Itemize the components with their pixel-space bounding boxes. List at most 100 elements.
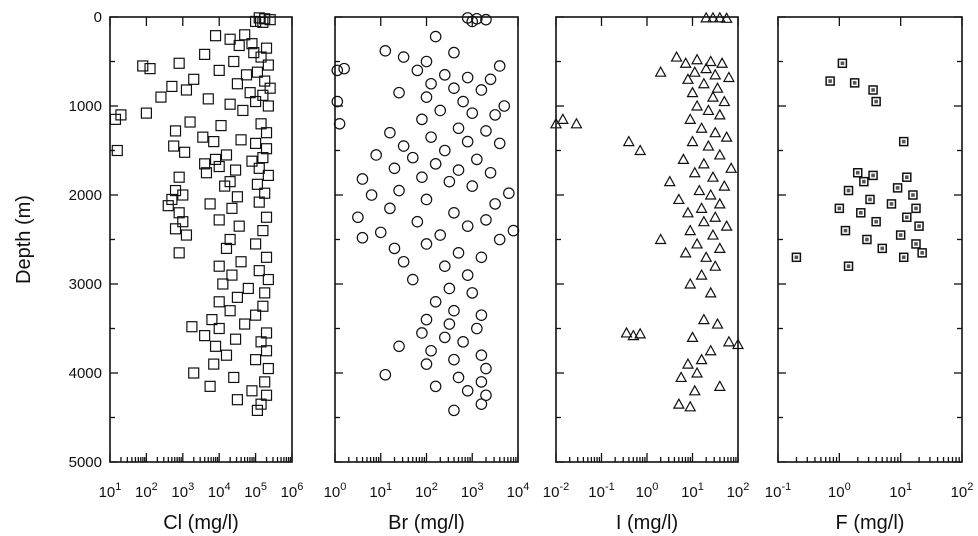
- data-point: [825, 76, 835, 86]
- data-point: [429, 30, 442, 43]
- y-tick-label: 3000: [69, 276, 102, 293]
- x-tick-label-base: 10: [281, 484, 298, 501]
- x-tick-label: 104: [208, 481, 231, 501]
- data-point: [713, 11, 726, 23]
- data-point: [246, 155, 258, 167]
- data-point: [388, 242, 401, 255]
- data-point: [253, 265, 265, 277]
- x-tick-label-exponent: 1: [115, 481, 121, 493]
- data-point: [471, 153, 483, 166]
- data-point: [257, 152, 269, 164]
- data-point-dot: [846, 188, 851, 193]
- data-point: [466, 180, 479, 192]
- data-point: [461, 269, 474, 281]
- data-point: [213, 214, 225, 226]
- data-point: [871, 96, 881, 107]
- data-point: [365, 189, 378, 201]
- data-point: [233, 220, 245, 232]
- x-tick-label-base: 10: [507, 484, 524, 501]
- data-point: [917, 248, 927, 258]
- data-point: [333, 118, 346, 130]
- data-point: [393, 340, 405, 353]
- data-point: [503, 187, 515, 200]
- data-point: [843, 185, 854, 196]
- data-point: [177, 216, 189, 228]
- data-point: [260, 345, 273, 357]
- data-point: [379, 45, 392, 57]
- data-point: [213, 160, 225, 173]
- data-point: [902, 212, 912, 222]
- data-point: [718, 179, 731, 191]
- x-tick-label: 10-1: [765, 481, 791, 501]
- data-points-i: [549, 11, 745, 412]
- x-tick-label-base: 10: [828, 484, 845, 501]
- data-point: [253, 162, 265, 174]
- data-point: [702, 104, 715, 116]
- data-point: [471, 322, 483, 335]
- data-point-dot: [828, 79, 832, 83]
- data-point: [716, 57, 729, 68]
- data-point: [240, 69, 253, 81]
- data-point: [791, 252, 802, 263]
- data-point: [849, 78, 860, 88]
- data-point: [620, 326, 633, 338]
- data-point: [264, 82, 276, 94]
- data-point: [228, 55, 240, 68]
- data-point: [911, 203, 921, 214]
- data-point: [852, 168, 863, 178]
- data-point: [654, 233, 667, 245]
- data-point: [706, 11, 719, 23]
- data-point: [242, 282, 254, 295]
- data-point-dot: [905, 175, 909, 179]
- data-point: [253, 196, 265, 208]
- data-point: [493, 137, 506, 150]
- data-point-dot: [846, 264, 851, 268]
- data-point: [438, 144, 451, 157]
- data-point-dot: [862, 179, 866, 184]
- data-point: [457, 336, 469, 348]
- data-point-dot: [901, 139, 906, 144]
- data-point: [684, 224, 697, 236]
- data-point: [713, 197, 726, 209]
- data-point: [691, 99, 704, 111]
- data-point: [475, 84, 488, 96]
- x-tick-label: 102: [135, 481, 158, 501]
- x-tick-label: 101: [369, 481, 392, 501]
- data-point: [452, 371, 465, 384]
- data-point: [109, 113, 122, 125]
- data-point: [654, 65, 667, 77]
- x-tick-label-exponent: 0: [845, 481, 851, 493]
- data-point: [475, 309, 488, 321]
- x-tick-label-exponent: 4: [523, 481, 529, 493]
- x-tick-label-exponent: 5: [261, 481, 267, 493]
- data-point: [168, 140, 180, 152]
- data-point: [475, 251, 488, 264]
- data-point: [466, 107, 479, 119]
- data-point-dot: [843, 228, 848, 233]
- data-point: [180, 229, 193, 241]
- data-point: [137, 60, 149, 72]
- data-point: [237, 104, 249, 117]
- data-point: [262, 59, 274, 71]
- data-point: [843, 261, 854, 271]
- data-point: [173, 57, 185, 69]
- data-point: [420, 193, 433, 206]
- data-point: [706, 90, 719, 102]
- x-tick-label-base: 10: [543, 484, 560, 501]
- data-point: [466, 287, 479, 299]
- data-point: [868, 85, 878, 95]
- data-point: [352, 211, 364, 224]
- data-point: [434, 229, 447, 241]
- data-point: [634, 144, 647, 156]
- data-point: [862, 234, 872, 245]
- data-point: [709, 68, 722, 80]
- data-point: [711, 317, 724, 329]
- data-point: [262, 100, 274, 112]
- data-point: [257, 16, 269, 28]
- data-point-dot: [914, 206, 918, 211]
- data-point: [255, 51, 267, 63]
- data-point: [677, 153, 690, 164]
- data-point: [688, 65, 701, 77]
- data-point: [480, 389, 492, 402]
